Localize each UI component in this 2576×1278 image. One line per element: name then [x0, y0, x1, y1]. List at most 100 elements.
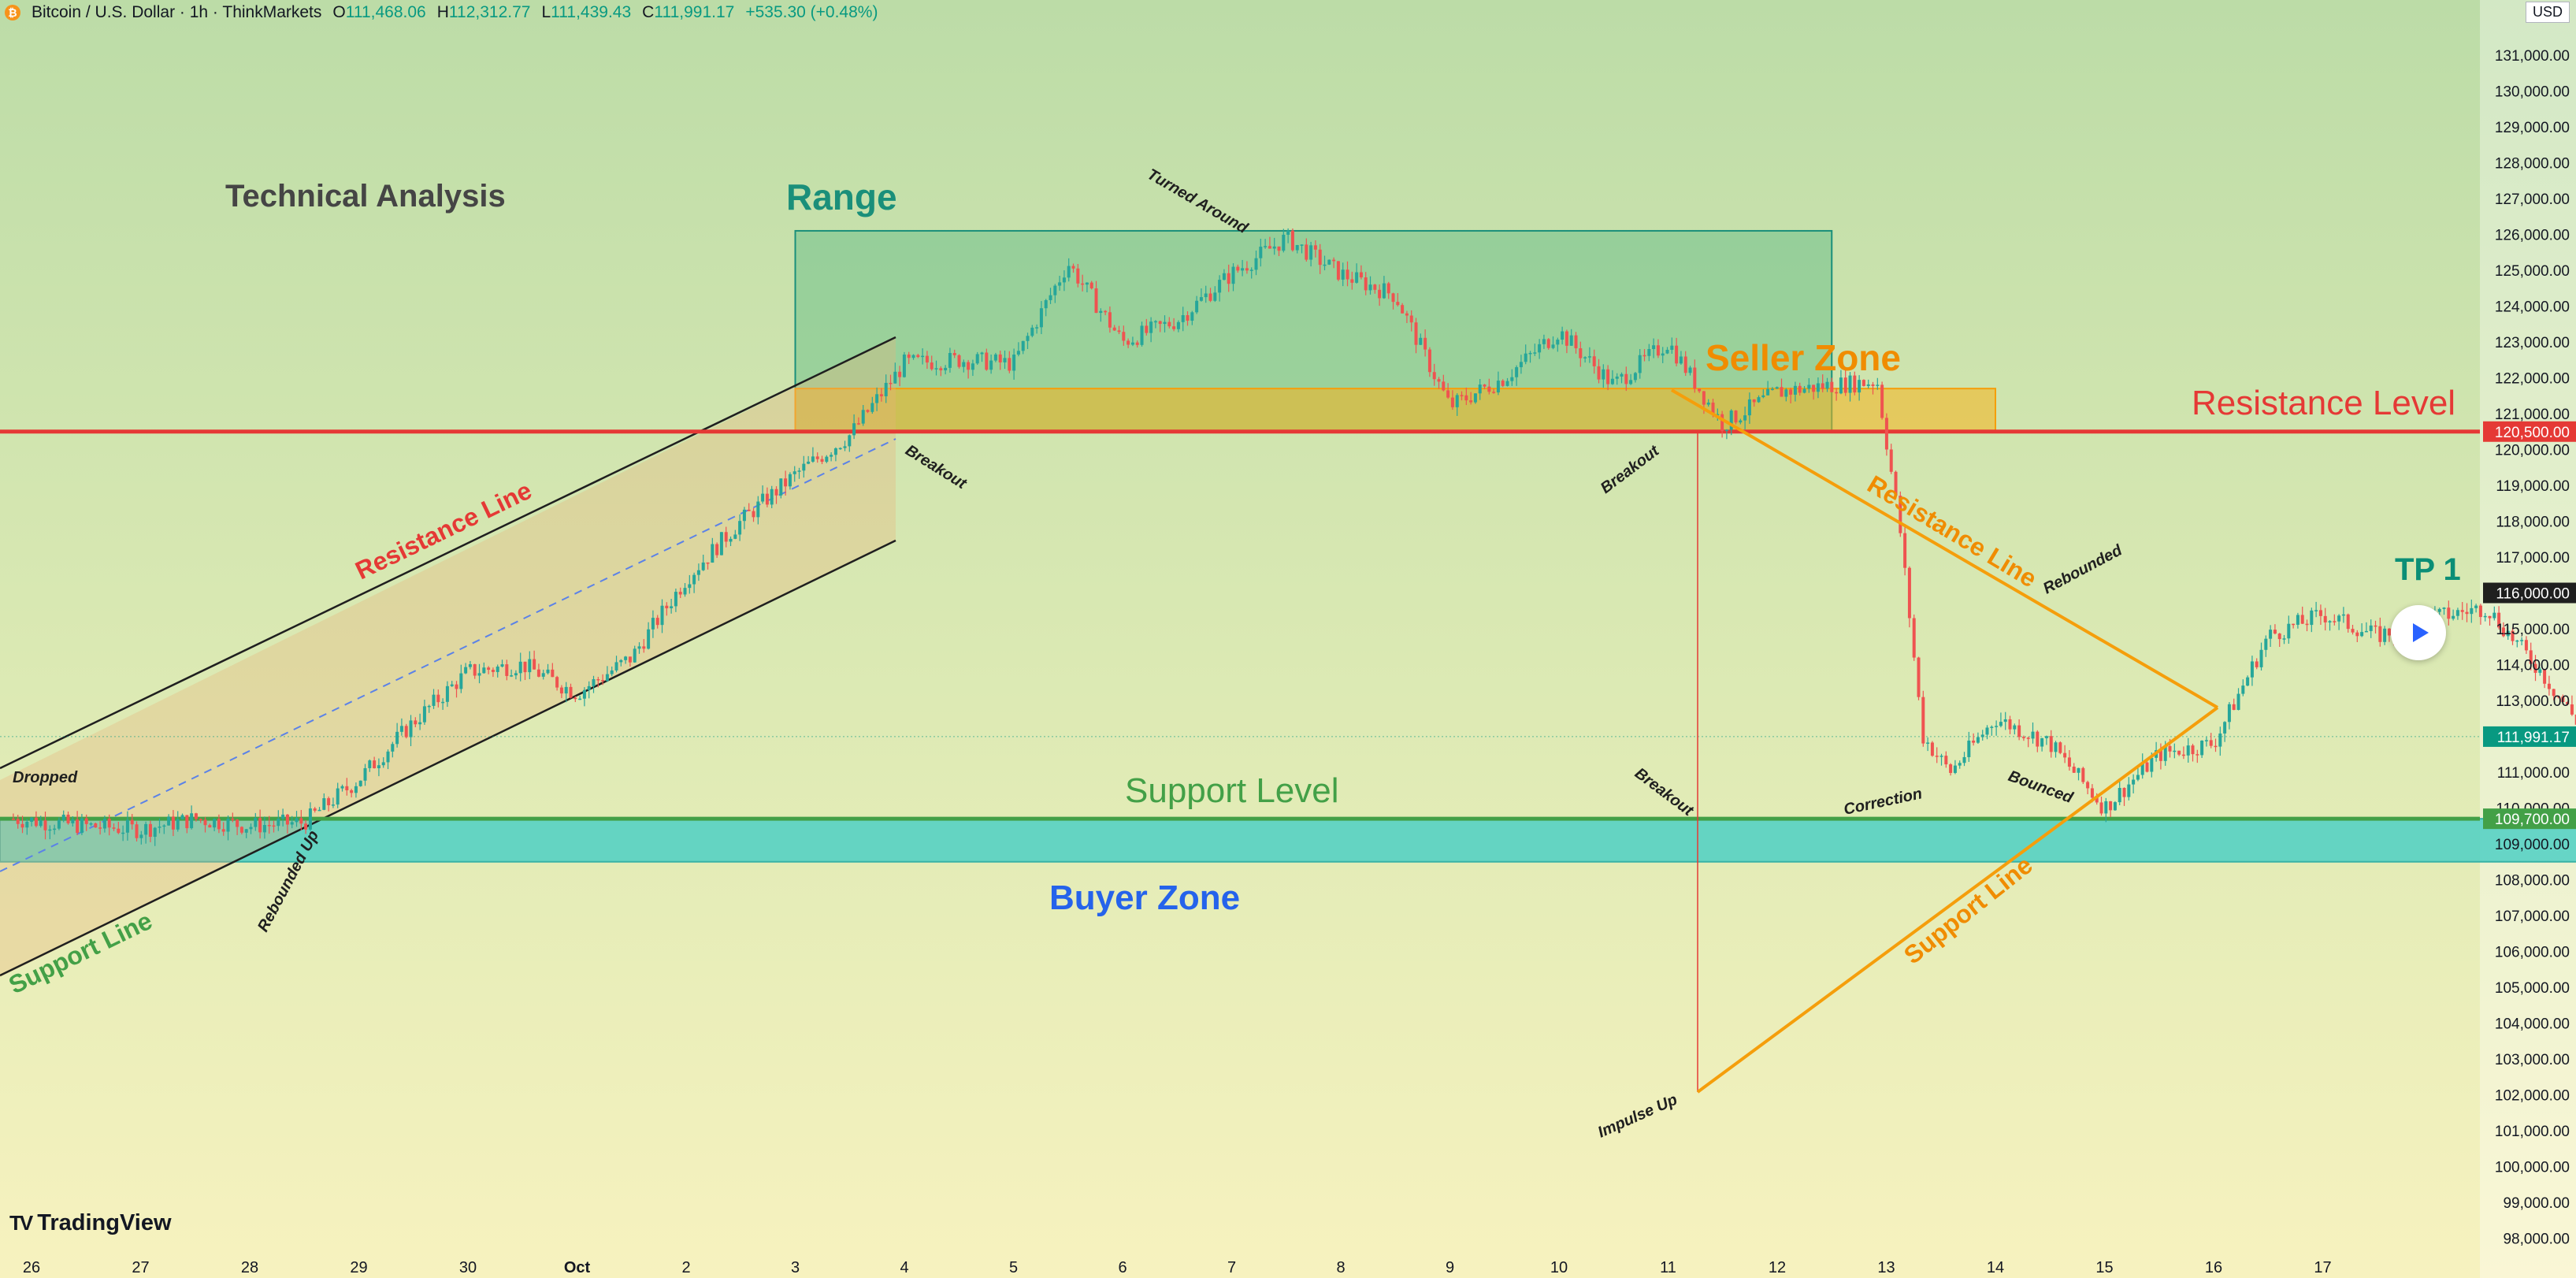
candle-body [820, 459, 824, 463]
tradingview-logo[interactable]: TV TradingView [9, 1210, 172, 1236]
candle-body [633, 648, 637, 663]
candle-body [825, 456, 829, 463]
candle-body [2570, 704, 2574, 715]
candle-body [619, 659, 623, 663]
candle-body [624, 656, 628, 660]
candle-body [2511, 630, 2515, 641]
candle-body [1254, 258, 1258, 270]
candle-body [1880, 385, 1884, 418]
candle-body [1519, 362, 1523, 368]
candle-body [130, 819, 134, 825]
candle-body [2351, 629, 2355, 633]
candle-body [30, 817, 34, 822]
candle-body [358, 780, 362, 786]
candle-body [1058, 282, 1062, 286]
candle-body [1327, 259, 1331, 265]
candle-body [345, 786, 349, 791]
candle-body [2067, 757, 2071, 767]
candle-body [505, 664, 509, 676]
candle-body [1698, 388, 1702, 392]
candle-body [1236, 266, 1240, 271]
candle-body [1044, 299, 1048, 309]
price-tick-label: 98,000.00 [2503, 1232, 2570, 1248]
candle-body [1464, 395, 1468, 401]
candle-body [1592, 356, 1596, 366]
candle-body [1305, 244, 1308, 260]
candle-body [2474, 605, 2478, 608]
candle-body [2003, 719, 2007, 723]
replay-button[interactable] [2391, 605, 2446, 660]
candle-body [254, 818, 258, 827]
candle-body [1620, 373, 1624, 377]
candle-body [455, 684, 458, 689]
candle-body [715, 544, 719, 555]
candle-body [518, 661, 522, 674]
candle-body [2090, 788, 2094, 798]
candle-body [1199, 297, 1203, 301]
candle-body [1675, 345, 1679, 364]
candle-body [1633, 373, 1637, 381]
candle-body [1980, 734, 1984, 737]
candle-body [1861, 380, 1865, 386]
candle-body [2470, 607, 2474, 615]
candle-body [1747, 399, 1751, 416]
candle-body [1405, 313, 1409, 316]
candle-body [1830, 381, 1834, 392]
candle-body [2054, 742, 2058, 752]
candle-body [1775, 387, 1779, 389]
candle-body [1003, 358, 1007, 362]
candle-body [1976, 737, 1980, 743]
candle-body [1286, 230, 1290, 235]
candle-body [1807, 385, 1811, 389]
candle-body [2360, 632, 2364, 637]
candle-body [2200, 740, 2204, 756]
candle-body [614, 662, 618, 671]
date-tick-label: 13 [1877, 1259, 1895, 1276]
candle-body [441, 701, 445, 704]
candle-body [696, 570, 700, 575]
candle-body [1944, 756, 1948, 765]
candle-body [2026, 737, 2030, 739]
candle-body [975, 354, 979, 364]
candle-body [916, 355, 920, 358]
currency-selector[interactable]: USD [2525, 2, 2570, 23]
symbol-header[interactable]: ₿ Bitcoin / U.S. Dollar · 1h · ThinkMark… [0, 0, 878, 25]
candle-body [158, 827, 161, 828]
candle-body [1359, 272, 1363, 278]
candle-body [112, 827, 116, 829]
candle-body [2483, 615, 2487, 618]
candle-body [1382, 283, 1386, 299]
candle-body [774, 489, 778, 496]
candle-body [1049, 295, 1052, 300]
candle-body [2232, 704, 2236, 710]
candle-body [1761, 395, 1765, 398]
candle-body [1720, 414, 1724, 431]
candle-body [1789, 389, 1793, 395]
candle-body [1579, 348, 1583, 359]
candle-body [1318, 249, 1322, 266]
price-tick-label: 115,000.00 [2496, 622, 2570, 638]
candle-body [1556, 340, 1560, 345]
candle-body [277, 819, 280, 827]
candle-body [272, 825, 276, 827]
candle-body [510, 675, 514, 677]
candle-body [1889, 449, 1893, 472]
candle-body [792, 471, 796, 474]
candle-body [1487, 386, 1491, 392]
candle-body [797, 470, 801, 472]
candle-body [688, 584, 692, 589]
candle-body [939, 368, 943, 371]
price-change: +535.30 (+0.48%) [745, 3, 878, 21]
candle-body [692, 574, 696, 585]
channel-midline [0, 438, 896, 872]
candle-body [76, 819, 80, 834]
candle-body [747, 509, 751, 511]
candle-body [875, 394, 879, 403]
candle-body [386, 751, 390, 763]
candle-body [249, 827, 253, 830]
candle-body [1264, 246, 1268, 247]
candle-body [258, 818, 262, 833]
candle-body [2227, 704, 2231, 723]
candle-body [2488, 615, 2492, 619]
